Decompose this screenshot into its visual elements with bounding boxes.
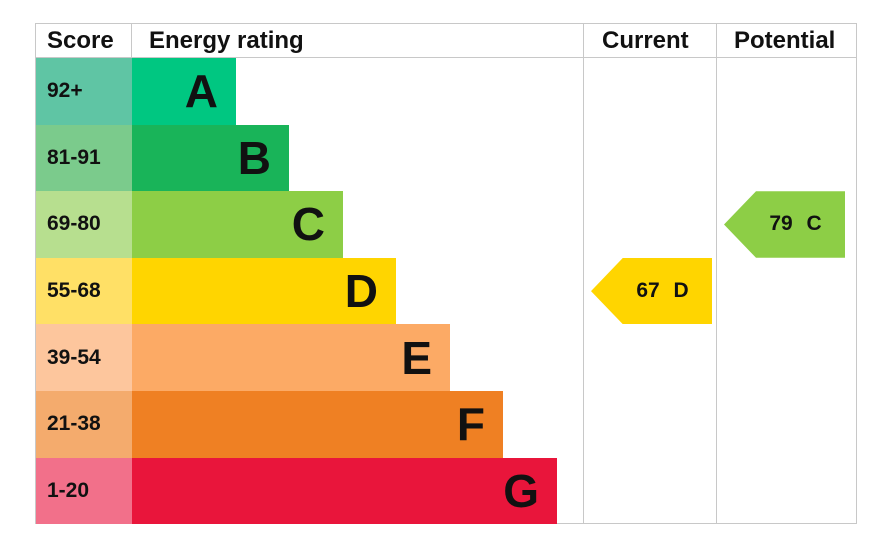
divider [131,24,132,58]
score-range-b: 81-91 [36,124,132,192]
band-bar-g: G [132,457,557,525]
band-bar-b: B [132,124,289,192]
band-bar-e: E [132,324,450,391]
score-range-e: 39-54 [36,324,132,391]
divider [36,57,856,58]
energy-rating-chart: Score Energy rating Current Potential 92… [35,23,857,525]
score-range-c: 69-80 [36,191,132,258]
band-bar-a: A [132,58,236,125]
score-range-g: 1-20 [36,457,132,525]
divider [716,24,717,523]
score-range-a: 92+ [36,58,132,125]
band-bar-c: C [132,191,343,258]
band-bar-d: D [132,257,396,325]
header-current: Current [602,27,689,54]
band-bar-f: F [132,391,503,458]
divider [583,24,584,523]
current-rating-arrow: 67 D [591,257,712,325]
header-potential: Potential [734,27,836,54]
header-energy-rating: Energy rating [149,27,304,54]
header-score: Score [47,27,114,54]
score-range-f: 21-38 [36,391,132,458]
potential-rating-arrow: 79 C [724,191,845,258]
score-range-d: 55-68 [36,257,132,325]
